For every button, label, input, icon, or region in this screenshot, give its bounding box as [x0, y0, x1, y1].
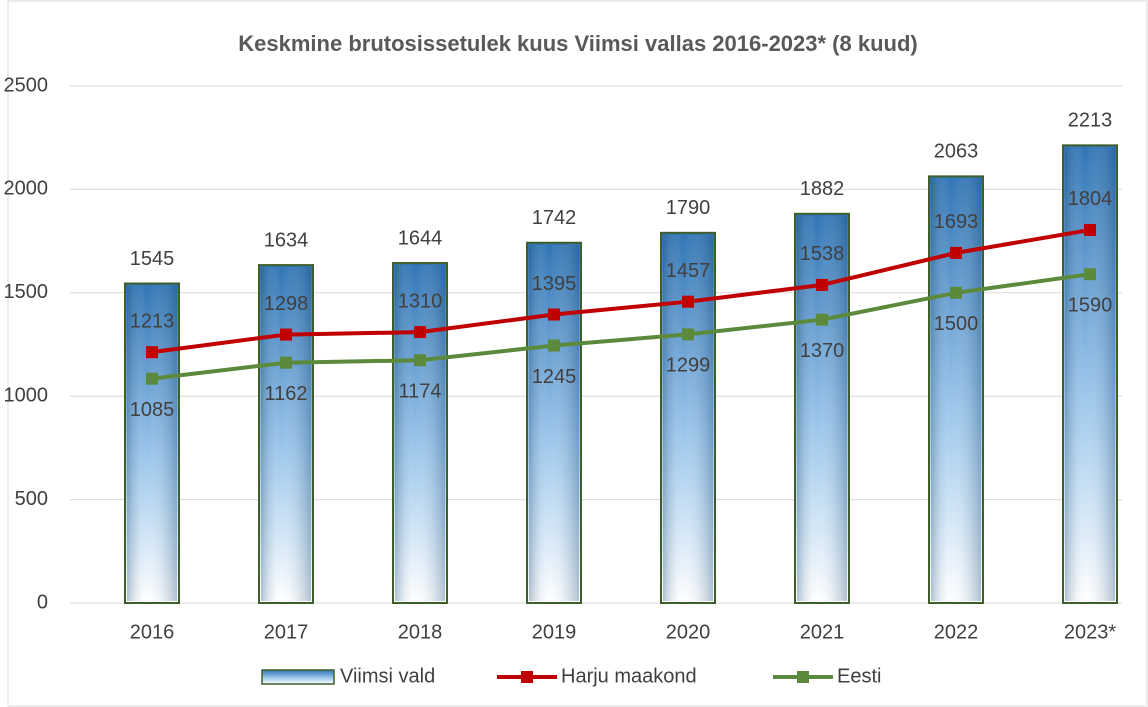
x-tick-label: 2022	[934, 621, 979, 643]
bar-shade	[931, 178, 981, 602]
y-tick-label: 1500	[4, 281, 49, 303]
data-label: 1538	[800, 243, 845, 265]
line-marker	[146, 346, 158, 359]
y-tick-label: 1000	[4, 384, 49, 406]
data-label: 1804	[1068, 188, 1113, 210]
x-tick-label: 2018	[398, 621, 443, 643]
line-marker	[414, 354, 426, 367]
line	[151, 227, 1091, 355]
bar-shade	[127, 285, 177, 601]
x-tick-label: 2021	[800, 621, 845, 643]
line-marker	[816, 313, 828, 326]
legend-swatch	[261, 669, 335, 685]
data-label: 2213	[1068, 110, 1113, 132]
data-label: 1299	[666, 355, 711, 377]
data-label: 1545	[130, 248, 175, 270]
data-label: 1644	[398, 227, 443, 249]
y-tick-label: 2000	[4, 178, 49, 200]
data-label: 1590	[1068, 294, 1113, 316]
line-marker	[682, 328, 694, 341]
line-marker	[816, 278, 828, 291]
line-marker	[548, 339, 560, 352]
line-marker	[682, 295, 694, 308]
bar-shade	[261, 267, 311, 601]
data-label: 1742	[532, 207, 577, 229]
line-marker	[280, 356, 292, 369]
data-label: 1162	[264, 383, 307, 405]
data-label: 1395	[532, 273, 577, 295]
y-tick-label: 2500	[4, 74, 49, 96]
chart-border	[7, 0, 1148, 707]
line-marker	[548, 308, 560, 321]
chart-title: Keskmine brutosissetulek kuus Viimsi val…	[238, 31, 917, 56]
bar-shade	[663, 234, 713, 601]
legend-marker	[521, 671, 533, 683]
data-label: 1245	[532, 366, 577, 388]
bar-shade	[529, 244, 579, 601]
data-label: 1298	[264, 293, 309, 315]
data-label: 1085	[130, 399, 175, 421]
data-label: 1457	[666, 260, 711, 282]
line-marker	[1084, 223, 1096, 236]
x-tick-label: 2019	[532, 621, 577, 643]
legend-label: Viimsi vald	[340, 665, 435, 687]
data-label: 1213	[130, 310, 175, 332]
data-label: 2063	[934, 141, 979, 163]
bar-shade	[797, 215, 847, 601]
line	[151, 272, 1091, 381]
x-tick-label: 2020	[666, 621, 711, 643]
data-label: 1634	[264, 229, 309, 251]
line-marker	[414, 326, 426, 339]
data-label: 1500	[934, 313, 979, 335]
x-tick-label: 2023*	[1064, 621, 1116, 643]
x-tick-label: 2016	[130, 621, 175, 643]
data-label: 1370	[800, 340, 845, 362]
line-marker	[146, 372, 158, 385]
y-tick-label: 500	[15, 488, 48, 510]
data-label: 1882	[800, 178, 845, 200]
bar-shade	[395, 265, 445, 601]
data-label: 1790	[666, 197, 711, 219]
y-tick-label: 0	[37, 591, 48, 613]
line-marker	[950, 246, 962, 259]
bar-shade	[1065, 147, 1115, 601]
data-label: 1310	[398, 290, 443, 312]
legend-marker	[797, 671, 809, 683]
legend-label: Eesti	[837, 665, 881, 687]
legend-label: Harju maakond	[561, 665, 697, 687]
line-marker	[950, 286, 962, 299]
data-label: 1693	[934, 211, 979, 233]
x-tick-label: 2017	[264, 621, 309, 643]
data-label: 1174	[398, 380, 441, 402]
line-marker	[280, 328, 292, 341]
line-marker	[1084, 268, 1096, 281]
